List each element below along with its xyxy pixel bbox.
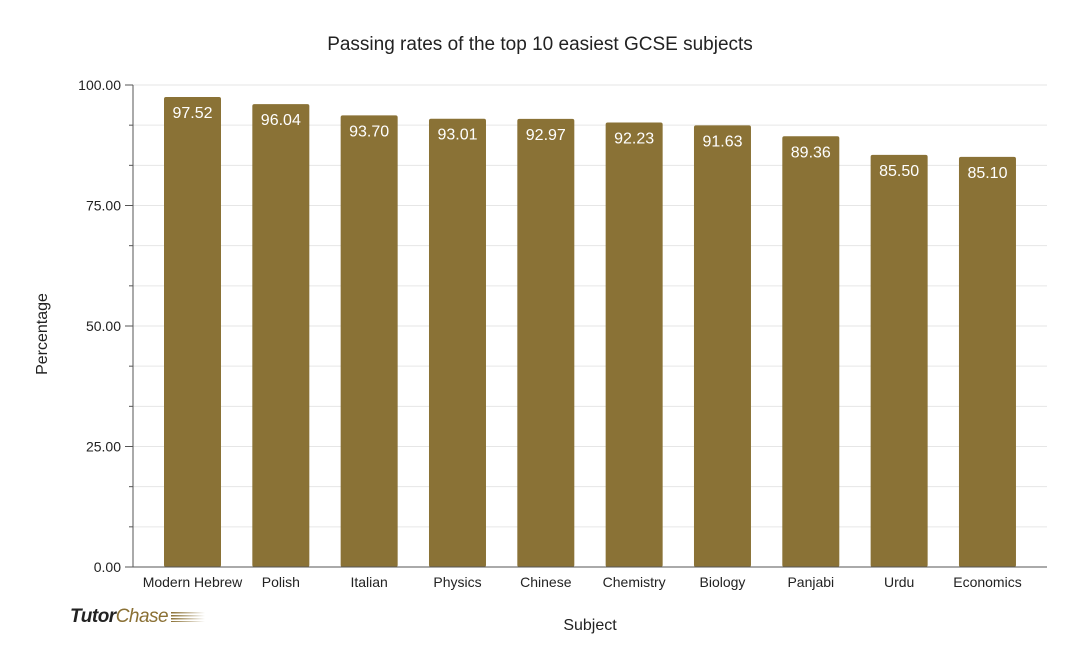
- bar: [517, 118, 575, 568]
- y-tick-label: 25.00: [86, 439, 121, 455]
- x-tick-label: Economics: [953, 574, 1021, 590]
- x-tick-label: Polish: [262, 574, 300, 590]
- bar: [252, 104, 310, 568]
- bar: [782, 136, 840, 568]
- x-tick-label: Biology: [700, 574, 746, 590]
- x-tick-label: Urdu: [884, 574, 914, 590]
- bar: [340, 115, 398, 567]
- bar: [870, 154, 928, 567]
- x-tick-label: Modern Hebrew: [143, 574, 243, 590]
- bar: [693, 125, 751, 568]
- y-tick-label: 0.00: [94, 559, 121, 575]
- x-tick-label: Italian: [350, 574, 387, 590]
- x-tick-label: Physics: [433, 574, 481, 590]
- data-label: 89.36: [791, 144, 831, 161]
- data-label: 96.04: [261, 112, 301, 129]
- x-tick-label: Chinese: [520, 574, 572, 590]
- data-label: 91.63: [702, 133, 742, 150]
- x-axis-label: Subject: [563, 617, 617, 634]
- y-tick-label: 50.00: [86, 318, 121, 334]
- data-label: 92.23: [614, 130, 654, 147]
- data-label: 92.97: [526, 127, 566, 144]
- x-tick-label: Panjabi: [787, 574, 834, 590]
- data-label: 93.70: [349, 123, 389, 140]
- data-label: 97.52: [172, 105, 212, 122]
- chart-title: Passing rates of the top 10 easiest GCSE…: [327, 34, 753, 55]
- data-label: 93.01: [437, 127, 477, 144]
- x-tick-label: Chemistry: [603, 574, 666, 590]
- bar: [958, 156, 1016, 567]
- bar: [164, 96, 221, 567]
- data-label: 85.10: [967, 165, 1007, 182]
- y-tick-label: 75.00: [86, 198, 121, 214]
- bar: [428, 118, 486, 567]
- tutorchase-logo: TutorChase: [70, 606, 206, 628]
- bar: [605, 122, 663, 567]
- data-label: 85.50: [879, 163, 919, 180]
- y-axis-label: Percentage: [34, 293, 51, 375]
- y-tick-label: 100.00: [78, 77, 121, 93]
